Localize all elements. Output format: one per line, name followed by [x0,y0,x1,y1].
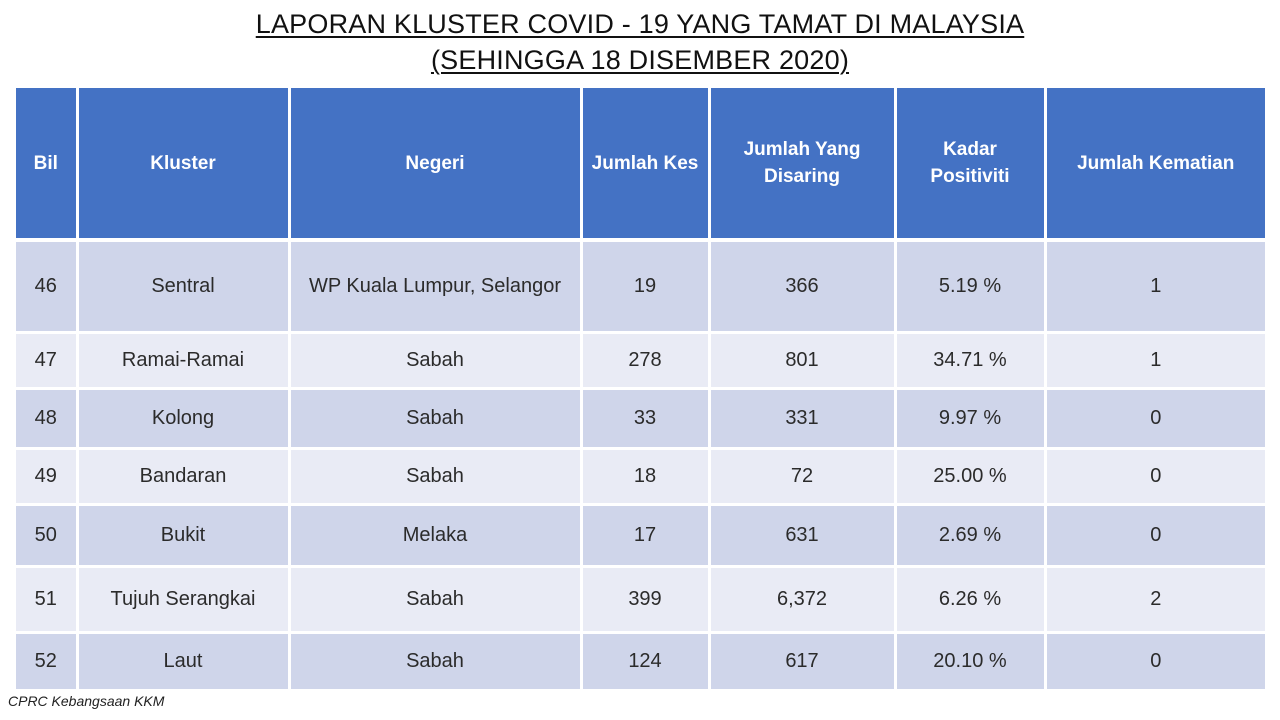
cell-jumlah-disaring: 6,372 [709,566,897,634]
header-jumlah-kematian: Jumlah Kematian [1045,88,1265,242]
cell-kadar-positiviti: 2.69 % [895,504,1047,568]
table-row: 49 Bandaran Sabah 18 72 25.00 % 0 [16,448,1265,506]
report-title-line-1: LAPORAN KLUSTER COVID - 19 YANG TAMAT DI… [255,9,1025,39]
cluster-table: Bil Kluster Negeri Jumlah Kes Jumlah Yan… [16,88,1265,692]
cell-jumlah-disaring: 331 [709,388,897,450]
table-row: 46 Sentral WP Kuala Lumpur, Selangor 19 … [16,240,1265,334]
header-jumlah-kes: Jumlah Kes [581,88,711,242]
cell-kadar-positiviti: 25.00 % [895,448,1047,506]
cell-jumlah-kematian: 0 [1045,388,1265,450]
cell-jumlah-disaring: 631 [709,504,897,568]
cell-bil: 49 [16,448,79,506]
cell-jumlah-kes: 399 [581,566,711,634]
header-jumlah-disaring: Jumlah Yang Disaring [709,88,897,242]
cell-kluster: Ramai-Ramai [77,332,291,390]
cell-negeri: Sabah [289,632,583,692]
cell-negeri: Sabah [289,332,583,390]
table-row: 47 Ramai-Ramai Sabah 278 801 34.71 % 1 [16,332,1265,390]
source-note: CPRC Kebangsaan KKM [8,693,165,709]
cell-jumlah-disaring: 366 [709,240,897,334]
cell-bil: 50 [16,504,79,568]
cell-jumlah-disaring: 801 [709,332,897,390]
cell-jumlah-disaring: 617 [709,632,897,692]
table-row: 51 Tujuh Serangkai Sabah 399 6,372 6.26 … [16,566,1265,634]
cell-jumlah-kes: 19 [581,240,711,334]
cell-jumlah-kes: 18 [581,448,711,506]
header-kadar-positiviti: Kadar Positiviti [895,88,1047,242]
cell-jumlah-kematian: 0 [1045,632,1265,692]
header-negeri: Negeri [289,88,583,242]
cell-bil: 47 [16,332,79,390]
cell-kadar-positiviti: 34.71 % [895,332,1047,390]
cell-jumlah-kes: 124 [581,632,711,692]
cell-negeri: Sabah [289,388,583,450]
report-title-line-2: (SEHINGGA 18 DISEMBER 2020) [430,45,850,75]
cell-kluster: Bukit [77,504,291,568]
cell-kluster: Bandaran [77,448,291,506]
cell-jumlah-kes: 17 [581,504,711,568]
cell-jumlah-kematian: 2 [1045,566,1265,634]
table-row: 50 Bukit Melaka 17 631 2.69 % 0 [16,504,1265,568]
table-header: Bil Kluster Negeri Jumlah Kes Jumlah Yan… [16,88,1265,242]
cell-kluster: Laut [77,632,291,692]
header-kluster: Kluster [77,88,291,242]
table-body: 46 Sentral WP Kuala Lumpur, Selangor 19 … [16,240,1265,692]
cell-kadar-positiviti: 6.26 % [895,566,1047,634]
cell-kadar-positiviti: 5.19 % [895,240,1047,334]
cell-jumlah-disaring: 72 [709,448,897,506]
cell-bil: 52 [16,632,79,692]
cell-negeri: Sabah [289,566,583,634]
cell-kluster: Tujuh Serangkai [77,566,291,634]
cell-bil: 46 [16,240,79,334]
header-row: Bil Kluster Negeri Jumlah Kes Jumlah Yan… [16,88,1265,242]
report-title: LAPORAN KLUSTER COVID - 19 YANG TAMAT DI… [0,6,1280,78]
cell-jumlah-kematian: 0 [1045,448,1265,506]
table-row: 52 Laut Sabah 124 617 20.10 % 0 [16,632,1265,692]
cell-bil: 48 [16,388,79,450]
header-kadar-positiviti-label: Kadar Positiviti [930,139,1010,187]
cell-jumlah-kes: 278 [581,332,711,390]
cell-kluster: Kolong [77,388,291,450]
cell-jumlah-kematian: 0 [1045,504,1265,568]
cell-jumlah-kematian: 1 [1045,240,1265,334]
cell-negeri: Melaka [289,504,583,568]
cell-jumlah-kes: 33 [581,388,711,450]
cell-negeri: Sabah [289,448,583,506]
cell-jumlah-kematian: 1 [1045,332,1265,390]
cell-negeri: WP Kuala Lumpur, Selangor [289,240,583,334]
table-row: 48 Kolong Sabah 33 331 9.97 % 0 [16,388,1265,450]
header-jumlah-disaring-label: Jumlah Yang Disaring [743,139,861,187]
cell-kluster: Sentral [77,240,291,334]
cell-kadar-positiviti: 20.10 % [895,632,1047,692]
cell-bil: 51 [16,566,79,634]
cell-kadar-positiviti: 9.97 % [895,388,1047,450]
header-bil: Bil [16,88,79,242]
